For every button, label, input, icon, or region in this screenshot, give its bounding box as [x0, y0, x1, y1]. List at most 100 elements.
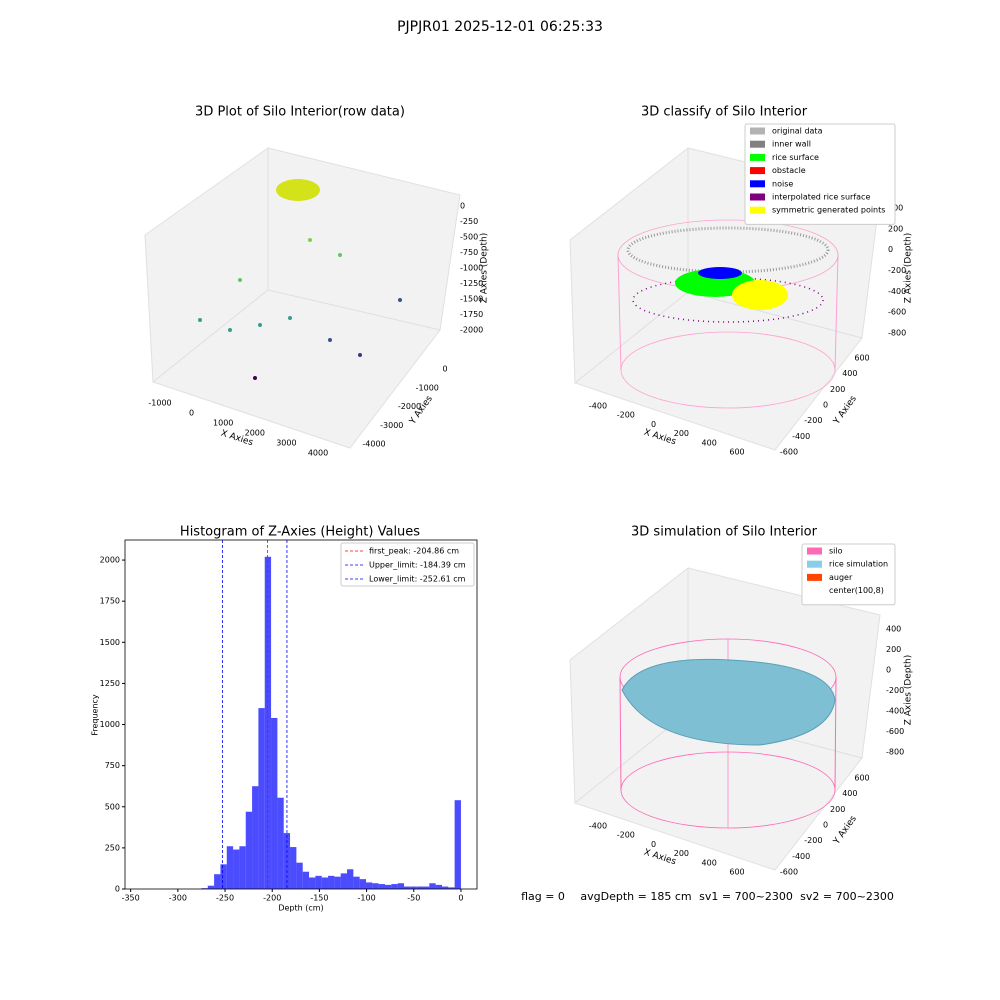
y-tick-label: 600: [854, 774, 869, 783]
z-tick-label: -750: [460, 248, 478, 257]
x-tick-label: -200: [617, 411, 635, 420]
y-tick-label: -2000: [398, 402, 421, 411]
y-tick-label: -200: [804, 416, 822, 425]
bar: [296, 862, 303, 889]
x-tick-label: 0: [651, 840, 656, 849]
bar: [277, 797, 284, 889]
legend-label: obstacle: [772, 166, 806, 175]
z-tick-label: -200: [888, 266, 906, 275]
bar: [207, 885, 215, 889]
z-tick-label: 200: [888, 224, 903, 233]
legend-swatch: [807, 560, 822, 568]
bar: [435, 884, 442, 889]
y-tick-label: 500: [105, 802, 120, 811]
z-axis-label: Z Axies (Depth): [480, 233, 490, 304]
y-tick-label: 200: [830, 385, 845, 394]
legend-label: Upper_limit: -184.39 cm: [369, 561, 466, 570]
bar: [416, 886, 423, 889]
legend-label: symmetric generated points: [772, 206, 885, 215]
x-tick-label: 1000: [213, 419, 233, 428]
y-tick-label: 2000: [100, 556, 120, 565]
legend-label: silo: [829, 547, 843, 556]
z-tick-label: 0: [886, 666, 891, 675]
y-tick-label: 0: [823, 401, 828, 410]
bar: [271, 717, 278, 889]
bar: [366, 882, 373, 889]
legend-swatch: [750, 140, 765, 148]
axes-frame: [124, 539, 478, 890]
legend-label: rice surface: [772, 153, 819, 162]
bar: [378, 884, 385, 889]
z-axis-label: Z Axies (Depth): [904, 655, 914, 726]
chart-title: 3D Plot of Silo Interior(row data): [195, 105, 405, 120]
bar: [441, 886, 449, 889]
y-tick-label: -600: [780, 448, 798, 457]
status-text: sv2 = 700~2300: [800, 890, 894, 903]
x-tick-label: -150: [310, 894, 328, 903]
y-axis-label: Frequency: [91, 694, 100, 736]
y-tick-label: 1750: [100, 597, 120, 606]
bar: [226, 846, 234, 889]
bar: [328, 875, 335, 889]
z-tick-label: -1250: [460, 279, 483, 288]
z-tick-label: 400: [888, 204, 903, 213]
legend-label: noise: [772, 179, 793, 188]
legend-label: auger: [829, 573, 853, 582]
z-tick-label: -800: [888, 329, 906, 338]
status-text: sv1 = 700~2300: [699, 890, 793, 903]
bar: [429, 883, 436, 889]
legend-swatch: [807, 573, 822, 581]
bar: [353, 876, 360, 889]
z-tick-label: -2000: [460, 326, 483, 335]
bar: [252, 786, 259, 889]
x-tick-label: 3000: [276, 439, 296, 448]
bar: [220, 864, 227, 889]
bar: [239, 846, 246, 889]
y-tick-label: 0: [115, 885, 120, 894]
x-tick-label: 200: [674, 849, 689, 858]
x-tick-label: 2000: [245, 429, 265, 438]
legend-label: original data: [772, 127, 823, 136]
y-tick-label: -400: [792, 432, 810, 441]
bar: [315, 875, 322, 889]
z-tick-label: -200: [886, 686, 904, 695]
y-tick-label: 1500: [100, 638, 120, 647]
x-tick-label: -200: [263, 894, 281, 903]
y-tick-label: -4000: [362, 440, 385, 449]
status-text: avgDepth = 185 cm: [580, 890, 691, 903]
z-tick-label: -250: [460, 217, 478, 226]
x-tick-label: -50: [407, 894, 420, 903]
bar: [309, 877, 316, 889]
z-tick-label: 0: [888, 245, 893, 254]
legend-label: interpolated rice surface: [772, 193, 870, 202]
z-axis-label: Z Axies (Depth): [904, 233, 914, 304]
legend-swatch: [750, 180, 765, 188]
bar: [245, 811, 253, 889]
bar: [359, 879, 367, 889]
y-tick-label: -600: [780, 868, 798, 877]
legend-box: [744, 123, 896, 225]
z-tick-label: -400: [886, 707, 904, 716]
x-tick-label: -100: [358, 894, 376, 903]
x-tick-label: 400: [702, 858, 717, 867]
y-tick-label: -1000: [416, 383, 439, 392]
x-tick-label: -400: [589, 402, 607, 411]
y-tick-label: 400: [842, 789, 857, 798]
x-tick-label: 600: [729, 448, 744, 457]
bar: [410, 886, 417, 889]
bar: [302, 871, 310, 889]
y-tick-label: -400: [792, 852, 810, 861]
x-tick-label: 400: [702, 438, 717, 447]
y-tick-label: 1000: [100, 720, 120, 729]
x-tick-label: -350: [122, 894, 140, 903]
y-tick-label: 1250: [100, 679, 120, 688]
z-tick-label: -500: [460, 233, 478, 242]
legend-swatch: [750, 153, 765, 161]
legend-label: Lower_limit: -252.61 cm: [369, 575, 466, 584]
bar: [214, 874, 221, 889]
chart-title: Histogram of Z-Axies (Height) Values: [180, 525, 420, 540]
legend-swatch: [807, 547, 822, 555]
z-tick-label: -800: [886, 748, 904, 757]
x-tick-label: 600: [729, 868, 744, 877]
